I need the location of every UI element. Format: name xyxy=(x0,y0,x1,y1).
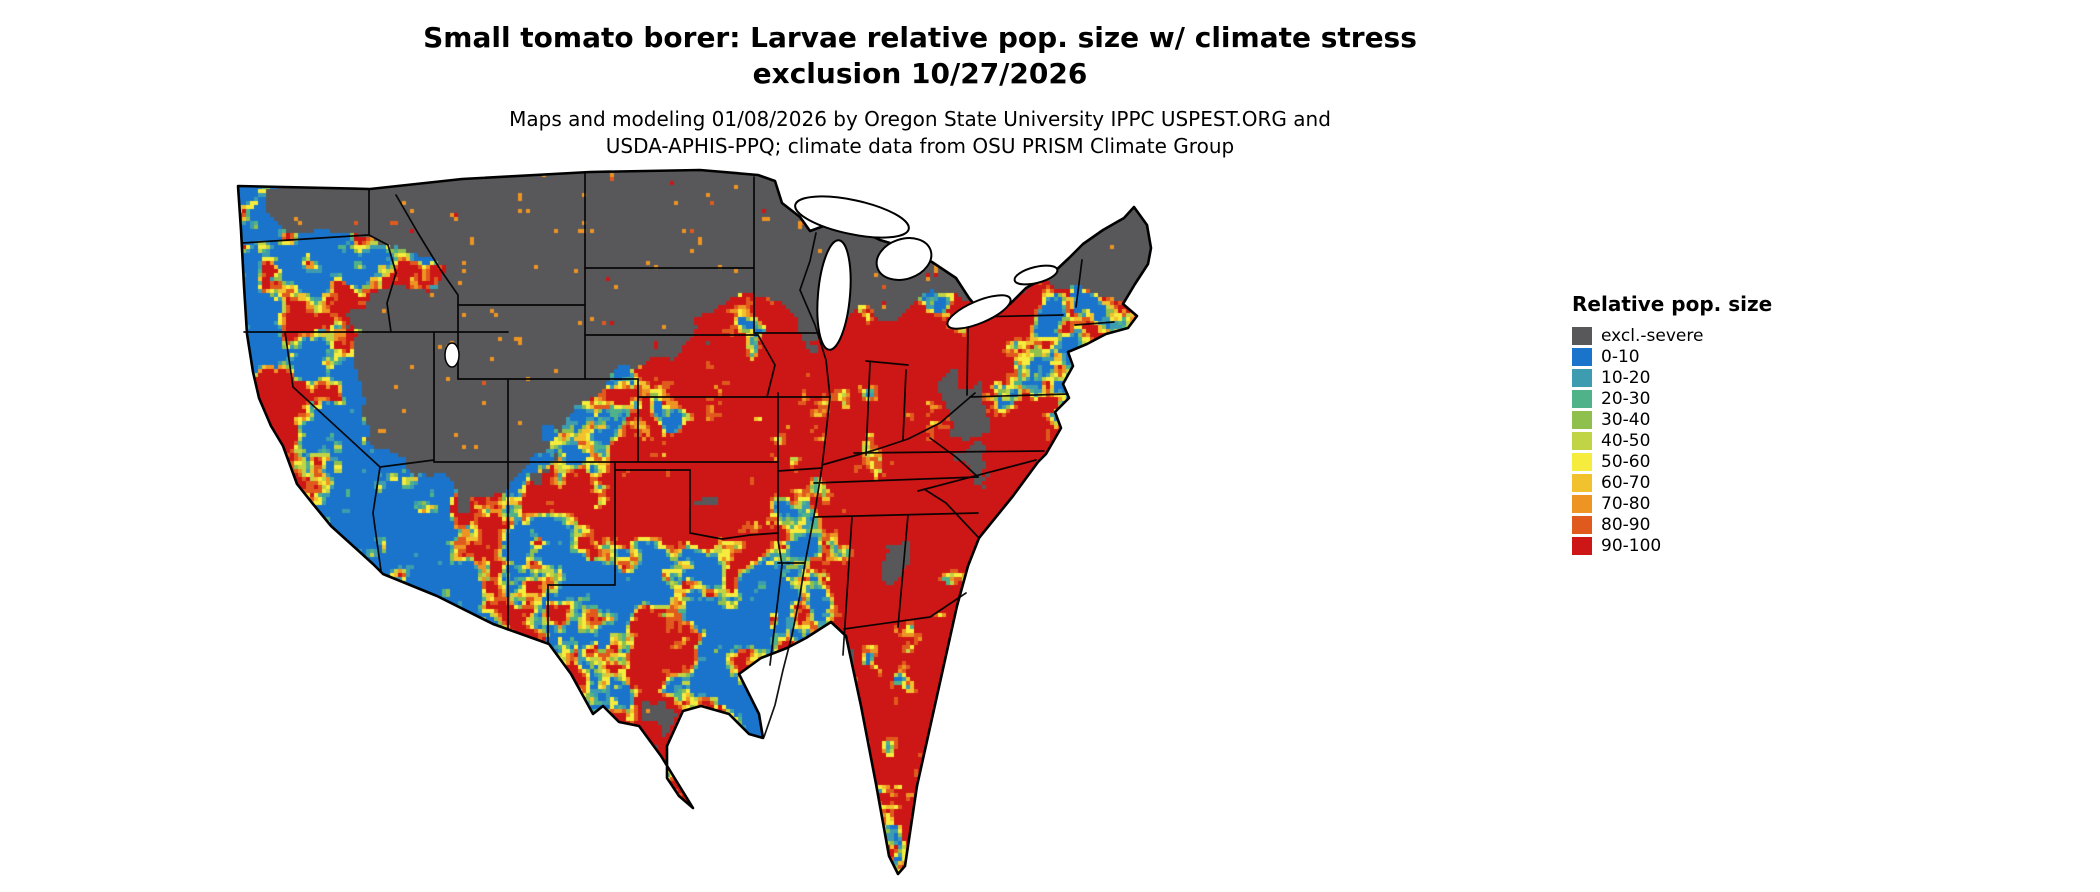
legend-item: 30-40 xyxy=(1572,410,1772,430)
great-lakes xyxy=(444,195,1059,368)
lake-michigan-icon xyxy=(816,239,852,351)
lake-erie-icon xyxy=(946,294,1012,330)
legend-label: 40-50 xyxy=(1601,431,1651,451)
legend: Relative pop. size excl.-severe 0-10 10-20… xyxy=(1572,292,1772,558)
great-salt-lake-icon xyxy=(444,342,460,368)
legend-label: 20-30 xyxy=(1601,389,1651,409)
legend-label: 0-10 xyxy=(1601,347,1640,367)
us-outline xyxy=(236,168,1153,876)
lake-huron-icon xyxy=(875,237,933,281)
legend-item: 0-10 xyxy=(1572,347,1772,367)
legend-title: Relative pop. size xyxy=(1572,292,1773,316)
title-block: Small tomato borer: Larvae relative pop.… xyxy=(0,20,1840,160)
legend-label: 10-20 xyxy=(1601,368,1651,388)
state-border xyxy=(865,360,909,366)
state-border xyxy=(821,392,976,466)
legend-swatch-icon xyxy=(1572,474,1592,492)
state-border xyxy=(769,539,783,666)
legend-swatch-icon xyxy=(1572,327,1592,345)
map-overlay xyxy=(236,168,1153,876)
state-border-lines xyxy=(241,171,1115,738)
legend-swatch-icon xyxy=(1572,432,1592,450)
legend-swatch-icon xyxy=(1572,453,1592,471)
state-border xyxy=(902,369,907,441)
state-border xyxy=(843,592,967,630)
subtitle-line: USDA-APHIS-PPQ; climate data from OSU PR… xyxy=(605,133,1235,158)
legend-swatch-icon xyxy=(1572,411,1592,429)
state-border xyxy=(969,393,1069,398)
state-border xyxy=(763,289,831,738)
map-title: Small tomato borer: Larvae relative pop.… xyxy=(0,20,1840,93)
legend-label: 50-60 xyxy=(1601,452,1651,472)
legend-item: 70-80 xyxy=(1572,494,1772,514)
legend-item: 90-100 xyxy=(1572,536,1772,556)
state-border xyxy=(799,232,817,291)
state-border xyxy=(842,516,853,656)
state-border xyxy=(379,459,435,468)
map-subtitle: Maps and modeling 01/08/2026 by Oregon S… xyxy=(0,106,1840,160)
legend-item: 50-60 xyxy=(1572,452,1772,472)
population-raster xyxy=(230,165,1550,892)
title-line: Small tomato borer: Larvae relative pop.… xyxy=(423,21,1417,54)
state-border xyxy=(1075,259,1083,308)
state-border xyxy=(929,437,979,478)
state-border xyxy=(368,234,397,333)
lake-ontario-icon xyxy=(1013,264,1059,286)
state-border xyxy=(372,466,382,572)
legend-item: 10-20 xyxy=(1572,368,1772,388)
state-border xyxy=(813,476,979,484)
legend-item: 60-70 xyxy=(1572,473,1772,493)
legend-label: excl.-severe xyxy=(1601,326,1704,346)
legend-label: 80-90 xyxy=(1601,515,1651,535)
legend-swatch-icon xyxy=(1572,390,1592,408)
state-border xyxy=(757,334,776,398)
legend-label: 60-70 xyxy=(1601,473,1651,493)
state-border xyxy=(923,488,979,538)
state-border xyxy=(917,459,1037,492)
legend-item: excl.-severe xyxy=(1572,326,1772,346)
legend-label: 70-80 xyxy=(1601,494,1651,514)
state-border xyxy=(813,512,979,518)
legend-items: excl.-severe 0-10 10-20 20-30 30-40 40-50 50-6… xyxy=(1572,326,1772,556)
state-border xyxy=(966,324,969,396)
state-border xyxy=(284,331,381,468)
state-border xyxy=(853,450,1045,454)
state-border xyxy=(689,532,779,540)
state-border xyxy=(1074,321,1115,326)
subtitle-line: Maps and modeling 01/08/2026 by Oregon S… xyxy=(509,106,1331,131)
legend-swatch-icon xyxy=(1572,495,1592,513)
title-line: exclusion 10/27/2026 xyxy=(752,57,1088,91)
lake-superior-icon xyxy=(794,195,910,239)
legend-item: 80-90 xyxy=(1572,515,1772,535)
legend-swatch-icon xyxy=(1572,369,1592,387)
legend-label: 30-40 xyxy=(1601,410,1651,430)
legend-label: 90-100 xyxy=(1601,536,1662,556)
legend-swatch-icon xyxy=(1572,537,1592,555)
legend-item: 20-30 xyxy=(1572,389,1772,409)
legend-swatch-icon xyxy=(1572,348,1592,366)
state-border xyxy=(241,234,369,244)
state-border xyxy=(777,467,823,472)
us-map xyxy=(230,165,1550,892)
legend-item: 40-50 xyxy=(1572,431,1772,451)
state-border xyxy=(897,514,909,628)
legend-swatch-icon xyxy=(1572,516,1592,534)
state-border xyxy=(865,362,871,456)
state-border xyxy=(395,194,459,306)
